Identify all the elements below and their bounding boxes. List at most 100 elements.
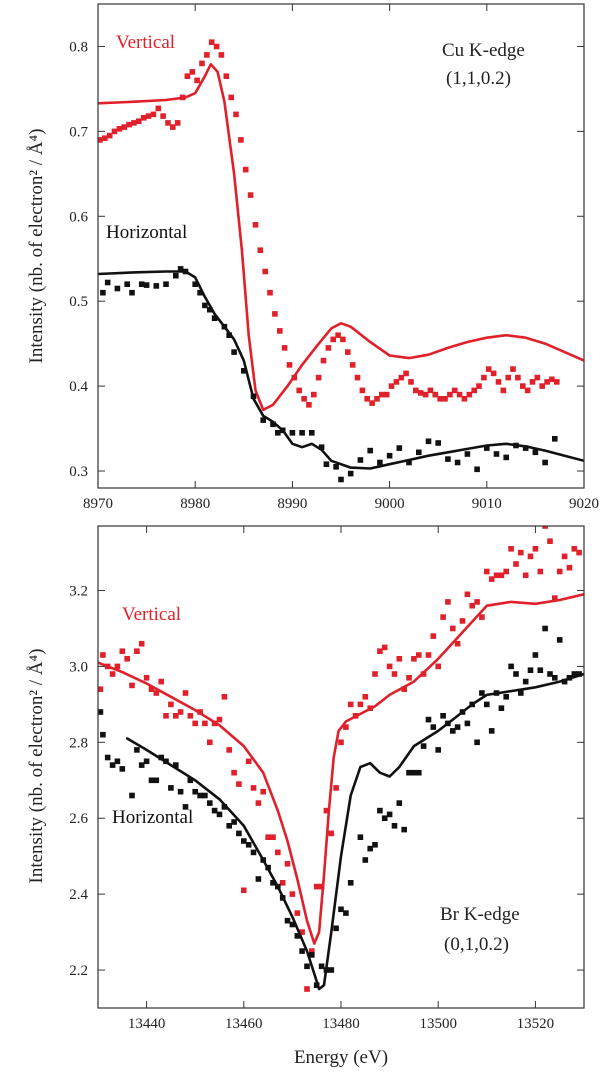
cu-vertical-data-point bbox=[374, 396, 380, 402]
cu-vertical-data-point bbox=[398, 374, 405, 381]
br-horizontal-data-point bbox=[309, 952, 315, 958]
cu-vertical-data-point bbox=[422, 391, 429, 398]
cu-vertical-data-point bbox=[335, 332, 341, 338]
x-axis-label: Energy (eV) bbox=[294, 1047, 388, 1068]
cu-vertical-data-point bbox=[364, 396, 370, 402]
br-y-tick-label: 3.0 bbox=[69, 659, 88, 675]
br-vertical-fit-line bbox=[98, 593, 584, 945]
br-vertical-data-point bbox=[279, 880, 286, 886]
cu-vertical-data-point bbox=[447, 391, 453, 398]
cu-y-tick-label: 0.4 bbox=[69, 379, 88, 395]
cu-vertical-data-point bbox=[476, 383, 482, 389]
br-vertical-data-point bbox=[479, 614, 485, 620]
br-vertical-data-point bbox=[294, 910, 301, 916]
br-horizontal-data-point bbox=[289, 921, 296, 928]
br-horizontal-data-point bbox=[231, 819, 237, 825]
br-horizontal-data-point bbox=[100, 731, 106, 738]
cu-horizontal-data-point bbox=[347, 470, 354, 477]
br-horizontal-data-point bbox=[343, 910, 349, 916]
br-vertical-data-point bbox=[328, 830, 335, 837]
br-vertical-data-point bbox=[138, 640, 145, 647]
br-vertical-data-point bbox=[148, 686, 155, 692]
cu-vertical-data-point bbox=[208, 39, 215, 45]
br-horizontal-data-point bbox=[163, 758, 169, 765]
br-vertical-data-point bbox=[518, 549, 524, 556]
cu-horizontal-data-point bbox=[250, 393, 257, 400]
br-horizontal-data-point bbox=[270, 880, 276, 886]
br-vertical-data-point bbox=[343, 724, 349, 730]
br-vertical-data-point bbox=[177, 709, 184, 715]
br-vertical-data-point bbox=[454, 640, 461, 647]
br-vertical-data-point bbox=[109, 671, 116, 677]
br-x-tick-label: 13520 bbox=[517, 1016, 555, 1032]
br-vertical-data-point bbox=[250, 785, 257, 791]
cu-vertical-data-point bbox=[218, 52, 225, 58]
cu-horizontal-data-point bbox=[192, 281, 198, 287]
br-horizontal-data-point bbox=[445, 720, 451, 727]
br-horizontal-data-point bbox=[138, 762, 145, 768]
cu-horizontal-data-point bbox=[386, 452, 393, 459]
br-horizontal-data-point bbox=[109, 762, 116, 768]
cu-horizontal-data-point bbox=[241, 368, 247, 374]
br-vertical-data-point bbox=[323, 807, 330, 814]
cu-horizontal-data-point bbox=[270, 421, 276, 428]
br-horizontal-data-point bbox=[391, 823, 398, 829]
cu-vertical-data-point bbox=[272, 311, 278, 317]
cu-horizontal-data-point bbox=[454, 459, 461, 466]
br-horizontal-data-point bbox=[532, 652, 539, 658]
cu-vertical-data-point bbox=[247, 192, 254, 198]
br-vertical-label: Vertical bbox=[122, 604, 181, 625]
br-vertical-data-point bbox=[381, 644, 388, 651]
cu-horizontal-data-point bbox=[207, 306, 213, 313]
br-horizontal-data-point bbox=[260, 857, 266, 863]
cu-vertical-data-point bbox=[145, 113, 152, 119]
br-horizontal-data-point bbox=[518, 690, 524, 696]
br-horizontal-data-point bbox=[221, 804, 228, 810]
br-horizontal-data-point bbox=[299, 948, 305, 954]
br-vertical-data-point bbox=[182, 690, 189, 696]
br-horizontal-data-point bbox=[202, 792, 208, 799]
br-horizontal-data-point bbox=[250, 849, 257, 856]
br-horizontal-data-point bbox=[294, 933, 301, 939]
br-ticks: 13440 13460 13480 13500 13520 2.2 2.4 2.6 2.8 3.0… bbox=[69, 526, 584, 1032]
br-vertical-data-point bbox=[542, 526, 548, 529]
cu-horizontal-data-point bbox=[464, 451, 471, 457]
br-vertical-data-point bbox=[236, 781, 242, 787]
br-vertical-data-point bbox=[163, 713, 169, 719]
br-vertical-data-point bbox=[231, 769, 237, 776]
cu-vertical-data-point bbox=[481, 374, 487, 381]
br-horizontal-data-point bbox=[129, 792, 135, 799]
br-horizontal-data-point bbox=[318, 963, 325, 970]
br-vertical-data-point bbox=[352, 713, 359, 719]
br-vertical-data-point bbox=[430, 633, 437, 639]
br-y-tick-label: 2.2 bbox=[69, 963, 88, 979]
cu-horizontal-data-point bbox=[333, 464, 339, 470]
cu-horizontal-data-point bbox=[124, 281, 130, 287]
cu-x-tick-label: 9000 bbox=[375, 496, 405, 512]
br-horizontal-label: Horizontal bbox=[112, 807, 193, 828]
br-vertical-data-point bbox=[532, 546, 539, 552]
cu-horizontal-data-point bbox=[182, 268, 189, 275]
br-edge-label: Br K-edge bbox=[440, 904, 520, 925]
br-vertical-data-point bbox=[377, 648, 383, 654]
cu-horizontal-data-point bbox=[318, 444, 325, 450]
cu-vertical-data-point bbox=[136, 118, 142, 124]
br-horizontal-data-point bbox=[158, 754, 164, 761]
cu-vertical-data-point bbox=[403, 370, 409, 377]
br-vertical-data-point bbox=[503, 568, 509, 575]
br-horizontal-data-point bbox=[571, 671, 578, 677]
br-vertical-data-point bbox=[547, 538, 553, 544]
cu-horizontal-data-point bbox=[323, 461, 330, 467]
cu-vertical-data-point bbox=[121, 124, 127, 130]
br-horizontal-data-point bbox=[411, 769, 417, 776]
cu-vertical-data-point bbox=[199, 60, 205, 67]
br-horizontal-data-point bbox=[416, 769, 422, 776]
cu-x-tick-label: 8980 bbox=[180, 496, 210, 512]
cu-horizontal-data-point bbox=[396, 445, 403, 451]
cu-vertical-data-point bbox=[349, 362, 356, 368]
br-vertical-data-point bbox=[552, 595, 558, 601]
br-vertical-data-point bbox=[372, 671, 378, 677]
br-horizontal-data-point bbox=[192, 788, 198, 795]
br-x-tick-label: 13480 bbox=[322, 1016, 360, 1032]
